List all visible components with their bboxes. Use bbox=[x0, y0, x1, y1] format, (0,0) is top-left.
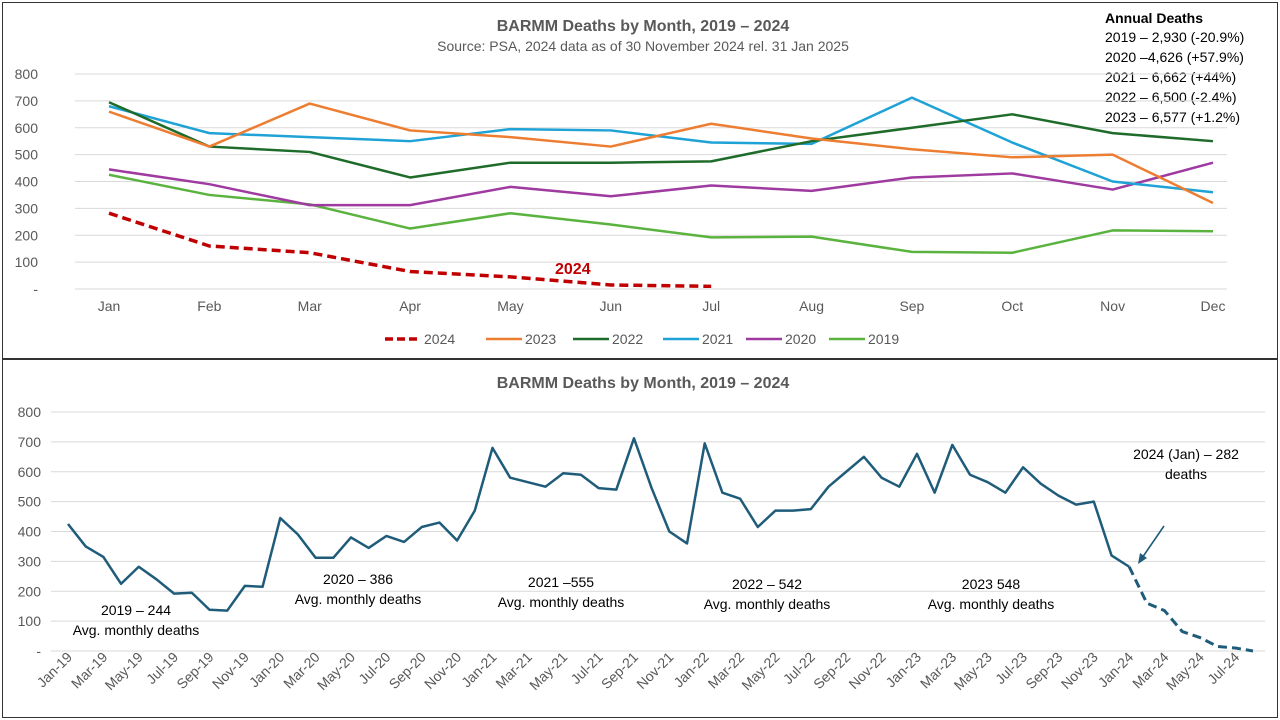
x-tick-label: Jul-24 bbox=[1204, 649, 1242, 687]
legend-label: 2022 bbox=[612, 331, 643, 347]
x-tick-label: Jan-20 bbox=[246, 649, 288, 691]
y-tick-label: 500 bbox=[15, 147, 39, 163]
series-line-2022 bbox=[108, 101, 1214, 179]
y-tick-label: 800 bbox=[15, 66, 39, 82]
avg-annotation-2020-sub: Avg. monthly deaths bbox=[295, 591, 422, 607]
x-tick-label: Feb bbox=[197, 298, 221, 314]
annual-deaths-line: 2019 – 2,930 (-20.9%) bbox=[1105, 29, 1244, 45]
y-tick-label: - bbox=[33, 281, 38, 297]
x-tick-label: Jul bbox=[702, 298, 720, 314]
x-tick-label: Mar bbox=[298, 298, 322, 314]
x-tick-label: Sep-19 bbox=[173, 649, 216, 692]
y-tick-label: 400 bbox=[15, 174, 39, 190]
x-tick-label: Nov-19 bbox=[209, 649, 252, 692]
y-tick-label: 100 bbox=[15, 254, 39, 270]
y-tick-label: 800 bbox=[18, 404, 42, 420]
annotation-arrow bbox=[1141, 525, 1165, 559]
series-line-2023 bbox=[108, 102, 1214, 205]
annotation-2024-jan: 2024 (Jan) – 282 bbox=[1133, 446, 1239, 462]
annual-deaths-line: 2022 – 6,500 (-2.4%) bbox=[1105, 89, 1237, 105]
legend-label: 2024 bbox=[424, 331, 455, 347]
top-line-chart: BARMM Deaths by Month, 2019 – 2024 Sourc… bbox=[15, 10, 1245, 347]
y-tick-label: 400 bbox=[18, 524, 42, 540]
y-tick-label: 300 bbox=[18, 553, 42, 569]
annotation-arrow-head bbox=[1138, 553, 1147, 564]
chart-title: BARMM Deaths by Month, 2019 – 2024 bbox=[497, 18, 790, 35]
series-line-2024-dashed bbox=[1127, 566, 1254, 653]
annual-deaths-line: 2023 – 6,577 (+1.2%) bbox=[1105, 109, 1240, 125]
x-tick-label: Oct bbox=[1001, 298, 1023, 314]
bottom-chart-panel: BARMM Deaths by Month, 2019 – 2024 - 100 2… bbox=[2, 359, 1278, 718]
y-tick-label: 200 bbox=[15, 227, 39, 243]
x-tick-label: Jan-21 bbox=[458, 649, 500, 691]
x-tick-label: May-24 bbox=[1163, 649, 1207, 693]
top-chart-panel: BARMM Deaths by Month, 2019 – 2024 Sourc… bbox=[2, 2, 1278, 359]
annotation-2024-jan-sub: deaths bbox=[1165, 466, 1207, 482]
x-tick-label: May bbox=[497, 298, 523, 314]
chart-title: BARMM Deaths by Month, 2019 – 2024 bbox=[497, 375, 790, 392]
chart-subtitle: Source: PSA, 2024 data as of 30 November… bbox=[437, 38, 849, 54]
series-line-2019 bbox=[108, 173, 1214, 254]
x-tick-label: Nov-21 bbox=[633, 649, 676, 692]
avg-annotation-2020: 2020 – 386 bbox=[323, 571, 393, 587]
y-tick-label: - bbox=[36, 643, 41, 659]
x-tick-label: Sep-22 bbox=[810, 649, 853, 692]
x-tick-label: Nov-22 bbox=[845, 649, 888, 692]
series-line-2024 bbox=[108, 211, 712, 289]
x-tick-label: May-22 bbox=[738, 649, 782, 693]
x-tick-label: Nov-20 bbox=[421, 649, 464, 692]
legend-label: 2019 bbox=[868, 331, 899, 347]
x-tick-label: Nov-23 bbox=[1058, 649, 1101, 692]
x-tick-label: Jun bbox=[600, 298, 623, 314]
x-tick-label: Jan-24 bbox=[1095, 649, 1137, 691]
avg-annotation-2022: 2022 – 542 bbox=[732, 576, 802, 592]
y-tick-label: 600 bbox=[18, 464, 42, 480]
y-tick-label: 700 bbox=[18, 434, 42, 450]
x-tick-label: May-20 bbox=[314, 649, 358, 693]
x-tick-label: Jan bbox=[98, 298, 121, 314]
annual-deaths-title: Annual Deaths bbox=[1105, 10, 1203, 26]
avg-annotation-2021-sub: Avg. monthly deaths bbox=[498, 594, 625, 610]
x-tick-label: Sep-20 bbox=[386, 649, 429, 692]
x-tick-label: Sep-23 bbox=[1022, 649, 1065, 692]
series-line-2021 bbox=[108, 96, 1214, 194]
y-tick-label: 700 bbox=[15, 93, 39, 109]
bottom-line-chart: BARMM Deaths by Month, 2019 – 2024 - 100 2… bbox=[18, 375, 1265, 693]
annual-deaths-line: 2021 – 6,662 (+44%) bbox=[1105, 69, 1236, 85]
x-tick-label: Apr bbox=[399, 298, 421, 314]
series-line-2020 bbox=[108, 161, 1214, 207]
x-tick-label: Jan-22 bbox=[670, 649, 712, 691]
annual-deaths-line: 2020 –4,626 (+57.9%) bbox=[1105, 49, 1244, 65]
x-tick-label: Nov bbox=[1100, 298, 1125, 314]
legend-label: 2023 bbox=[525, 331, 556, 347]
x-tick-label: Dec bbox=[1201, 298, 1226, 314]
x-tick-label: May-19 bbox=[102, 649, 146, 693]
series-line-monthly bbox=[67, 437, 1130, 612]
x-tick-label: May-23 bbox=[950, 649, 994, 693]
avg-annotation-2019-sub: Avg. monthly deaths bbox=[73, 622, 200, 638]
x-tick-label: Sep-21 bbox=[598, 649, 641, 692]
avg-annotation-2023: 2023 548 bbox=[962, 576, 1021, 592]
legend-label: 2020 bbox=[785, 331, 816, 347]
x-tick-label: Sep bbox=[899, 298, 924, 314]
x-tick-label: Aug bbox=[799, 298, 824, 314]
legend-label: 2021 bbox=[702, 331, 733, 347]
y-tick-label: 200 bbox=[18, 583, 42, 599]
y-tick-label: 600 bbox=[15, 120, 39, 136]
x-tick-label: Jan-23 bbox=[882, 649, 924, 691]
y-tick-label: 100 bbox=[18, 613, 42, 629]
y-tick-label: 500 bbox=[18, 494, 42, 510]
avg-annotation-2022-sub: Avg. monthly deaths bbox=[704, 596, 831, 612]
avg-annotation-2021: 2021 –555 bbox=[528, 574, 594, 590]
x-tick-label: May-21 bbox=[526, 649, 570, 693]
avg-annotation-2023-sub: Avg. monthly deaths bbox=[928, 596, 1055, 612]
avg-annotation-2019: 2019 – 244 bbox=[101, 602, 171, 618]
series-label-2024: 2024 bbox=[555, 261, 591, 278]
y-tick-label: 300 bbox=[15, 200, 39, 216]
